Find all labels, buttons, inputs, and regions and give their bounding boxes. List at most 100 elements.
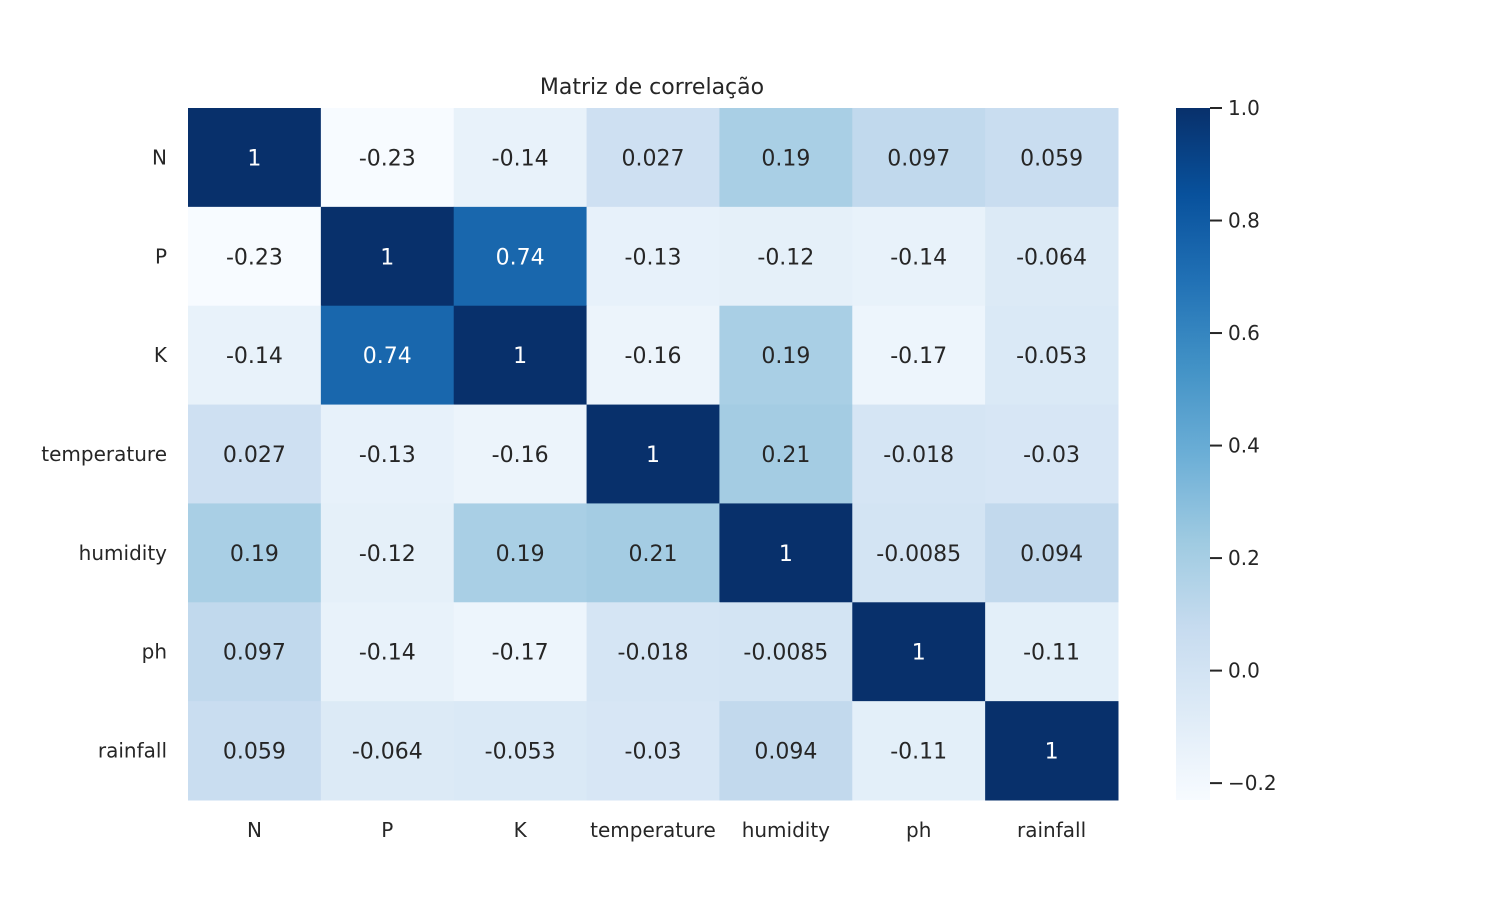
- cell-annotation: -0.053: [485, 740, 556, 765]
- cell-annotation: 0.19: [230, 542, 279, 567]
- cell-annotation: -0.053: [1016, 344, 1087, 369]
- cell-annotation: 1: [912, 641, 926, 666]
- cell-annotation: -0.12: [359, 542, 416, 567]
- heatmap-cell: [852, 206, 986, 307]
- y-tick-label: P: [155, 244, 167, 268]
- x-tick-label: N: [247, 818, 262, 842]
- cell-annotation: 0.74: [496, 245, 545, 270]
- cell-annotation: 0.094: [754, 740, 817, 765]
- cell-annotation: -0.16: [625, 344, 682, 369]
- heatmap-cell: [586, 602, 720, 702]
- colorbar: [1176, 108, 1210, 800]
- x-tick-label: rainfall: [1017, 818, 1086, 842]
- cell-annotation: 0.097: [223, 641, 286, 666]
- x-tick-label: temperature: [590, 818, 716, 842]
- cell-annotation: 1: [646, 443, 660, 468]
- cell-annotation: -0.018: [618, 641, 689, 666]
- heatmap-cell: [320, 206, 455, 307]
- y-tick-label: humidity: [79, 541, 167, 565]
- heatmap-cell: [586, 503, 720, 603]
- cell-annotation: -0.03: [625, 740, 682, 765]
- cell-annotation: -0.03: [1023, 443, 1080, 468]
- colorbar-tick-label: 0.6: [1228, 321, 1260, 345]
- heatmap-cell: [586, 701, 720, 801]
- colorbar-tick-label: 0.4: [1228, 434, 1260, 458]
- heatmap-cell: [188, 602, 322, 702]
- heatmap-cell: [852, 701, 986, 801]
- heatmap-cell: [719, 701, 853, 801]
- heatmap-cell: [719, 602, 853, 702]
- heatmap-annotations: 1 -0.23 -0.14 0.027 0.19 0.097 0.059 -0.23 1 0.74…: [223, 146, 1087, 764]
- colorbar-tick-label: 0.2: [1228, 546, 1260, 570]
- heatmap-cell: [188, 305, 322, 406]
- cell-annotation: -0.14: [492, 146, 549, 171]
- heatmap-cell: [188, 701, 322, 801]
- heatmap-cell: [852, 602, 986, 702]
- x-tick-label: P: [381, 818, 393, 842]
- heatmap-cell: [320, 108, 455, 208]
- heatmap-cell: [188, 503, 322, 603]
- heatmap-cell: [453, 404, 588, 504]
- heatmap-cell: [586, 108, 720, 208]
- x-tick-label: K: [514, 818, 528, 842]
- heatmap-cell: [985, 206, 1119, 307]
- heatmap-cell: [320, 701, 455, 801]
- cell-annotation: 0.027: [223, 443, 286, 468]
- heatmap-cell: [719, 503, 853, 603]
- cell-annotation: -0.23: [359, 146, 416, 171]
- cell-annotation: -0.11: [890, 740, 947, 765]
- cell-annotation: -0.16: [492, 443, 549, 468]
- y-tick-label: K: [154, 343, 168, 367]
- cell-annotation: -0.0085: [743, 641, 828, 666]
- heatmap-cell: [188, 108, 322, 208]
- heatmap-cell: [453, 701, 588, 801]
- heatmap-cell: [985, 108, 1119, 208]
- x-tick-label: ph: [906, 818, 931, 842]
- heatmap-cell: [453, 305, 588, 406]
- heatmap-cell: [586, 404, 720, 504]
- cell-annotation: 0.059: [1020, 146, 1083, 171]
- heatmap-cell: [852, 503, 986, 603]
- cell-annotation: -0.17: [890, 344, 947, 369]
- cell-annotation: -0.11: [1023, 641, 1080, 666]
- chart-title: Matriz de correlação: [540, 75, 764, 100]
- heatmap-cell: [852, 305, 986, 406]
- y-tick-label: ph: [142, 640, 167, 664]
- cell-annotation: -0.13: [359, 443, 416, 468]
- heatmap-cell: [985, 305, 1119, 406]
- heatmap-cell: [320, 404, 455, 504]
- cell-annotation: 1: [1045, 740, 1059, 765]
- heatmap-cell: [852, 404, 986, 504]
- cell-annotation: -0.12: [757, 245, 814, 270]
- y-tick-label: N: [152, 145, 167, 169]
- heatmap-cell: [985, 404, 1119, 504]
- cell-annotation: 0.027: [622, 146, 685, 171]
- heatmap-cell: [453, 503, 588, 603]
- heatmap-cell: [453, 206, 588, 307]
- heatmap-cell: [852, 108, 986, 208]
- colorbar-tick-label: 0.8: [1228, 209, 1260, 233]
- cell-annotation: 0.19: [761, 344, 810, 369]
- cell-annotation: -0.0085: [876, 542, 961, 567]
- cell-annotation: 0.097: [887, 146, 950, 171]
- heatmap-cell: [453, 602, 588, 702]
- cell-annotation: 0.19: [496, 542, 545, 567]
- cell-annotation: 1: [513, 344, 527, 369]
- cell-annotation: 0.21: [761, 443, 810, 468]
- cell-annotation: -0.14: [359, 641, 416, 666]
- heatmap-cell: [586, 305, 720, 406]
- heatmap-cell: [320, 305, 455, 406]
- heatmap-cell: [586, 206, 720, 307]
- cell-annotation: 1: [779, 542, 793, 567]
- heatmap-cell: [188, 404, 322, 504]
- heatmap-cell: [320, 503, 455, 603]
- cell-annotation: -0.018: [883, 443, 954, 468]
- cell-annotation: 0.21: [629, 542, 678, 567]
- cell-annotation: 0.059: [223, 740, 286, 765]
- y-tick-label: rainfall: [98, 739, 167, 763]
- cell-annotation: -0.23: [226, 245, 283, 270]
- colorbar-tick-label: 0.0: [1228, 659, 1260, 683]
- cell-annotation: -0.13: [625, 245, 682, 270]
